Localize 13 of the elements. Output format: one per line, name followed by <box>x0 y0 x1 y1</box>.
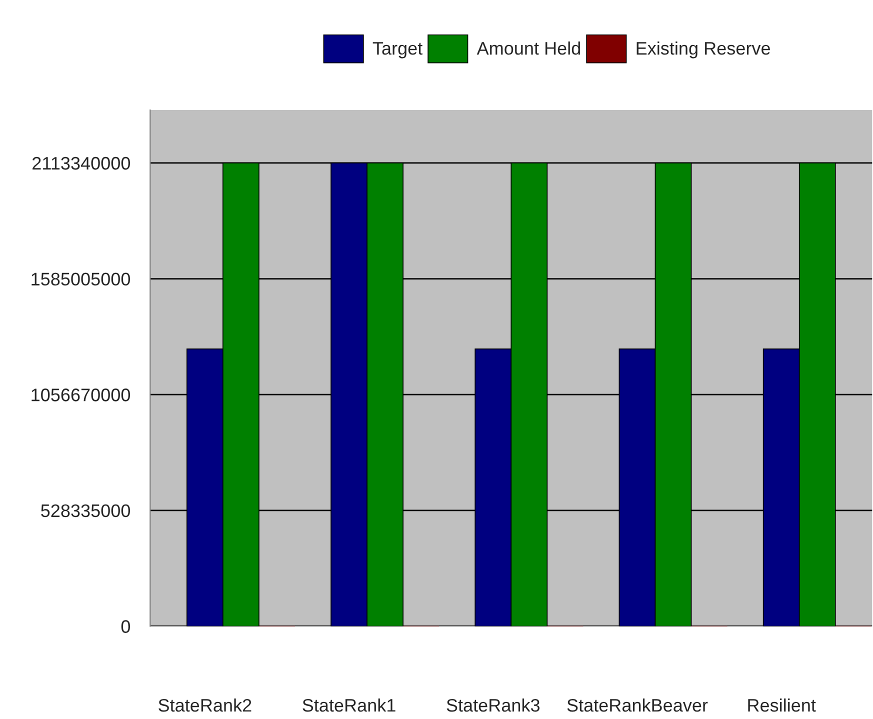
legend-label: Target <box>372 42 422 58</box>
x-tick-label: Resilient <box>748 698 816 712</box>
x-tick-label: StateRank3 <box>446 698 540 712</box>
x-tick-label: StateRankBeaver <box>567 698 708 712</box>
y-tick-label: 528335000 <box>41 504 130 518</box>
x-tick-label: StateRank1 <box>302 698 396 712</box>
x-tick-label: StateRank2 <box>158 698 252 712</box>
y-tick-label: 1056670000 <box>32 388 130 402</box>
legend-label: Amount Held <box>476 41 580 55</box>
y-tick-label: 0 <box>121 620 130 633</box>
y-tick-label: 2113340000 <box>32 156 130 170</box>
y-tick-label: 1585005000 <box>32 272 130 286</box>
legend-label: Existing Reserve <box>636 41 770 58</box>
